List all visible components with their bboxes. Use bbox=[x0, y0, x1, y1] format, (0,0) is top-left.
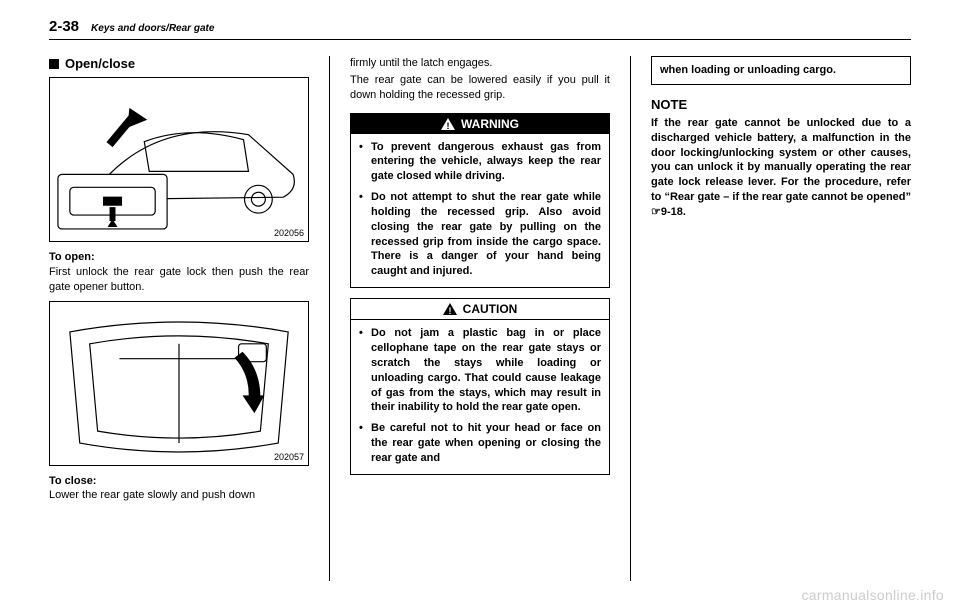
caution-label: CAUTION bbox=[463, 302, 518, 316]
warning-callout: ! WARNING To prevent dangerous exhaust g… bbox=[350, 113, 610, 289]
to-open-block: To open: First unlock the rear gate lock… bbox=[49, 250, 309, 295]
caution-item: Be careful not to hit your head or face … bbox=[359, 421, 601, 466]
page-header: 2-38 Keys and doors/Rear gate bbox=[49, 18, 911, 40]
content-columns: Open/close 2 bbox=[49, 56, 911, 581]
to-close-text: Lower the rear gate slowly and push down bbox=[49, 489, 255, 501]
warning-body: To prevent dangerous exhaust gas from en… bbox=[351, 134, 609, 288]
figure-rear-gate-exterior: 202056 bbox=[49, 77, 309, 242]
note-body: If the rear gate cannot be unlocked due … bbox=[651, 116, 911, 220]
note-title: NOTE bbox=[651, 97, 911, 112]
warning-triangle-icon: ! bbox=[441, 118, 455, 130]
column-2: firmly until the latch engages. The rear… bbox=[350, 56, 610, 581]
gate-illustration bbox=[50, 302, 308, 465]
to-open-text: First unlock the rear gate lock then pus… bbox=[49, 266, 309, 293]
caution-callout: ! CAUTION Do not jam a plastic bag in or… bbox=[350, 298, 610, 475]
square-bullet-icon bbox=[49, 59, 59, 69]
figure-number: 202056 bbox=[274, 228, 304, 238]
figure-number: 202057 bbox=[274, 452, 304, 462]
watermark: carmanualsonline.info bbox=[802, 587, 945, 603]
lead-text-2: The rear gate can be lowered easily if y… bbox=[350, 73, 610, 103]
section-title-open-close: Open/close bbox=[49, 56, 309, 71]
column-3: when loading or unloading cargo. NOTE If… bbox=[651, 56, 911, 581]
column-1: Open/close 2 bbox=[49, 56, 309, 581]
figure-rear-gate-interior: 202057 bbox=[49, 301, 309, 466]
to-open-label: To open: bbox=[49, 251, 95, 263]
caution-header: ! CAUTION bbox=[351, 299, 609, 320]
warning-label: WARNING bbox=[461, 117, 519, 131]
page-number: 2-38 bbox=[49, 18, 79, 35]
car-illustration bbox=[50, 78, 308, 241]
svg-text:!: ! bbox=[448, 306, 451, 315]
caution-triangle-icon: ! bbox=[443, 303, 457, 315]
warning-item: Do not attempt to shut the rear gate whi… bbox=[359, 190, 601, 279]
column-divider bbox=[630, 56, 631, 581]
caution-item: Do not jam a plastic bag in or place cel… bbox=[359, 326, 601, 415]
column-divider bbox=[329, 56, 330, 581]
caution-continuation-box: when loading or unloading cargo. bbox=[651, 56, 911, 85]
caution-body: Do not jam a plastic bag in or place cel… bbox=[351, 320, 609, 474]
to-close-block: To close: Lower the rear gate slowly and… bbox=[49, 474, 309, 504]
svg-text:!: ! bbox=[447, 121, 450, 130]
lead-text-1: firmly until the latch engages. bbox=[350, 56, 610, 71]
breadcrumb: Keys and doors/Rear gate bbox=[91, 23, 214, 34]
warning-header: ! WARNING bbox=[351, 114, 609, 134]
section-title-text: Open/close bbox=[65, 56, 135, 71]
to-close-label: To close: bbox=[49, 475, 96, 487]
warning-item: To prevent dangerous exhaust gas from en… bbox=[359, 140, 601, 185]
